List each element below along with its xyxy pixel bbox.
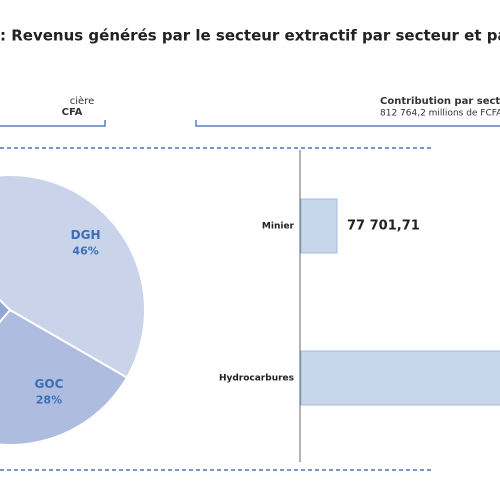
pie-slice — [0, 298, 12, 324]
pie-slice — [0, 308, 129, 446]
category-label: Hydrocarbures — [219, 374, 294, 384]
value-label: 77 701,71 — [347, 219, 420, 234]
slice-value: 28% — [36, 394, 62, 407]
left-header: cière — [70, 95, 94, 107]
slice-label: GOC — [35, 377, 64, 391]
bracket — [195, 120, 500, 127]
right-header: 812 764,2 millions de FCFA — [380, 109, 500, 119]
title: : Revenus générés par le secteur extract… — [0, 27, 500, 45]
bar — [300, 350, 500, 406]
bar — [300, 198, 338, 254]
category-label: Minier — [262, 222, 295, 232]
right-header: Contribution par secteur — [380, 96, 500, 107]
pie-slice — [0, 174, 146, 379]
slice-label: DGH — [71, 228, 101, 242]
left-header: CFA — [62, 107, 83, 118]
bracket — [0, 120, 106, 127]
slice-value: 46% — [72, 244, 98, 257]
